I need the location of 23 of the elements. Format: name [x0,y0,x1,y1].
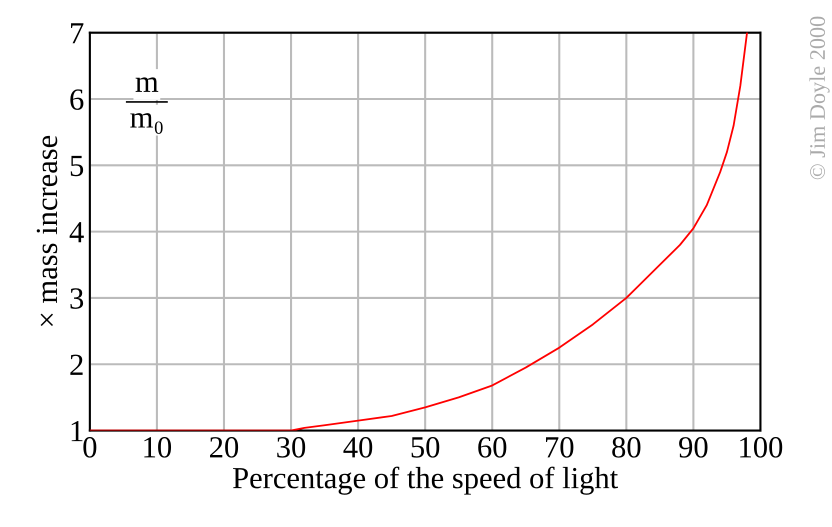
x-tick-label: 90 [679,437,708,458]
y-tick-label: 7 [71,23,84,44]
x-tick-label: 80 [612,437,640,458]
x-tick-label: 60 [478,437,506,458]
y-tick-label: 2 [70,354,83,375]
x-axis-title: Percentage of the speed of light [233,466,618,495]
x-tick-label: 40 [343,437,372,458]
x-tick-label: 50 [412,437,440,458]
annotation: m₀ [130,113,163,134]
x-tick-label: 0 [83,437,96,458]
y-tick-label: 1 [72,420,82,442]
x-tick-label: 20 [210,437,238,458]
y-tick-label: 6 [70,89,84,110]
x-tick-label: 100 [740,437,782,458]
x-tick-label: 70 [546,437,574,458]
annotation: m [136,77,158,92]
x-tick-label: 10 [144,437,172,458]
y-tick-label: 4 [70,222,84,242]
y-tick-label: 5 [70,156,84,176]
x-tick-label: 30 [277,437,306,458]
y-axis-title: × mass increase [36,136,58,326]
text: © Jim Doyle 2000 [809,16,830,180]
y-tick-label: 3 [70,288,84,309]
